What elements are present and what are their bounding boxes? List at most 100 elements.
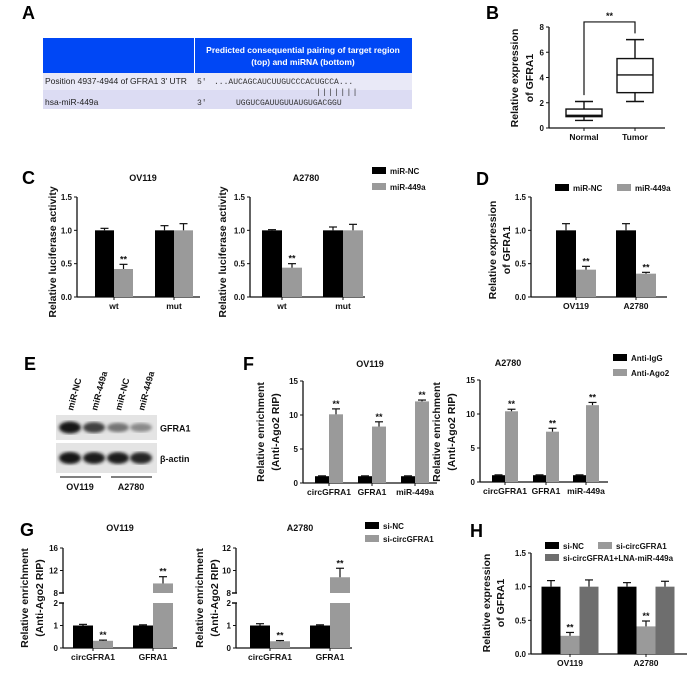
bar <box>155 230 174 297</box>
significance-label: ** <box>418 390 426 400</box>
significance-label: ** <box>508 399 516 409</box>
blot-lane-label: miR-NC <box>65 377 83 412</box>
significance-label: ** <box>159 567 167 577</box>
y-tick-label: 12 <box>222 544 231 553</box>
legend-swatch <box>545 554 559 561</box>
pairing-bars: ||||||| <box>316 89 359 98</box>
bar <box>330 603 350 648</box>
legend-swatch <box>617 184 631 191</box>
panel-label-a: A <box>22 3 35 23</box>
bar <box>556 230 576 297</box>
bar <box>636 626 656 654</box>
bar <box>93 640 113 648</box>
x-tick-label: circGFRA1 <box>71 652 115 662</box>
bar <box>616 230 636 297</box>
mirna-label: hsa-miR-449a <box>45 97 99 107</box>
box-plot <box>565 100 603 122</box>
bar <box>579 586 599 654</box>
y-tick-label: 1.0 <box>61 226 73 235</box>
y-tick-label: 5 <box>294 445 299 454</box>
chart-title: A2780 <box>293 173 320 183</box>
x-tick-label: Tumor <box>622 132 649 142</box>
panel-label-f: F <box>243 354 254 374</box>
y-tick-label: 16 <box>49 544 58 553</box>
y-tick-label: 0.5 <box>515 260 527 269</box>
legend-label: si-NC <box>383 522 404 531</box>
table-header-line-2: (top) and miRNA (bottom) <box>251 57 355 67</box>
y-tick-label: 0 <box>227 644 232 653</box>
bar <box>560 635 580 654</box>
table-row-mirna <box>43 90 412 109</box>
bar <box>174 230 193 297</box>
blot-band <box>130 423 152 432</box>
chart-title: OV119 <box>106 523 134 533</box>
bar <box>636 273 656 297</box>
y-tick-label: 8 <box>540 23 545 32</box>
y-axis-label: of GFRA1 <box>495 579 507 628</box>
table-row-target <box>43 73 412 90</box>
legend-label: si-NC <box>563 542 584 551</box>
legend-swatch <box>365 522 379 529</box>
x-tick-label: GFRA1 <box>358 487 387 497</box>
y-axis-label: Relative enrichment <box>194 548 206 648</box>
y-tick-label: 6 <box>540 48 545 57</box>
bar <box>655 586 675 654</box>
x-tick-label: OV119 <box>563 301 589 311</box>
bar <box>586 405 599 482</box>
bar <box>329 414 343 483</box>
bar <box>114 269 133 297</box>
legend-swatch <box>372 183 386 190</box>
legend-swatch <box>598 542 612 549</box>
y-axis-label: Relative expression <box>481 554 493 653</box>
x-tick-label: A2780 <box>623 301 648 311</box>
target-position-label: Position 4937-4944 of GFRA1 3' UTR <box>45 76 187 86</box>
y-tick-label: 0.5 <box>515 616 527 625</box>
bar <box>310 625 330 648</box>
legend-label: Anti-Ago2 <box>631 369 670 378</box>
panel-label-b: B <box>486 3 499 23</box>
chart-title: A2780 <box>287 523 314 533</box>
blot-group-label: A2780 <box>118 482 145 492</box>
significance-label: ** <box>606 11 614 21</box>
blot-band <box>59 421 81 434</box>
significance-label: ** <box>582 256 590 266</box>
x-tick-label: circGFRA1 <box>307 487 351 497</box>
legend-label: miR-NC <box>390 167 420 176</box>
box-iqr <box>565 108 603 118</box>
x-tick-label: circGFRA1 <box>483 486 527 496</box>
chart-h-8: 0.0 0.5 1.0 1.5 Relative expression of GFRA1 O… <box>481 542 687 668</box>
bar <box>415 401 429 483</box>
y-tick-label: 4 <box>540 74 545 83</box>
significance-label: ** <box>336 558 344 568</box>
y-tick-label: 8 <box>54 589 59 598</box>
blot-band <box>59 452 81 464</box>
bar <box>250 625 270 648</box>
bar <box>73 625 93 648</box>
y-tick-label: 10 <box>222 567 231 576</box>
panel-label-c: C <box>22 168 35 188</box>
significance-label: ** <box>332 399 340 409</box>
y-axis-label: of GFRA1 <box>524 54 536 103</box>
y-axis-label: (Anti-Ago2 RIP) <box>209 559 221 637</box>
y-tick-label: 1.5 <box>515 193 527 202</box>
significance-label: ** <box>642 262 650 272</box>
legend-label: si-circGFRA1 <box>383 535 434 544</box>
y-axis-label: Relative expression <box>487 201 499 300</box>
x-tick-label: GFRA1 <box>139 652 168 662</box>
y-tick-label: 0.0 <box>234 293 246 302</box>
chart-title: OV119 <box>129 173 157 183</box>
y-axis-label: Relative enrichment <box>255 382 267 482</box>
legend-label: si-circGFRA1 <box>616 542 667 551</box>
panel-label-e: E <box>24 354 36 374</box>
mirna-sequence: UGGUCGAUUGUUAUGUGACGGU <box>236 99 342 108</box>
bar <box>358 476 372 483</box>
y-tick-label: 1.5 <box>515 549 527 558</box>
blot-band <box>107 422 129 433</box>
y-tick-label: 1.0 <box>515 226 527 235</box>
bar <box>576 269 596 297</box>
bar <box>153 603 173 648</box>
x-tick-label: wt <box>276 301 287 311</box>
blot-group-label: OV119 <box>66 482 94 492</box>
